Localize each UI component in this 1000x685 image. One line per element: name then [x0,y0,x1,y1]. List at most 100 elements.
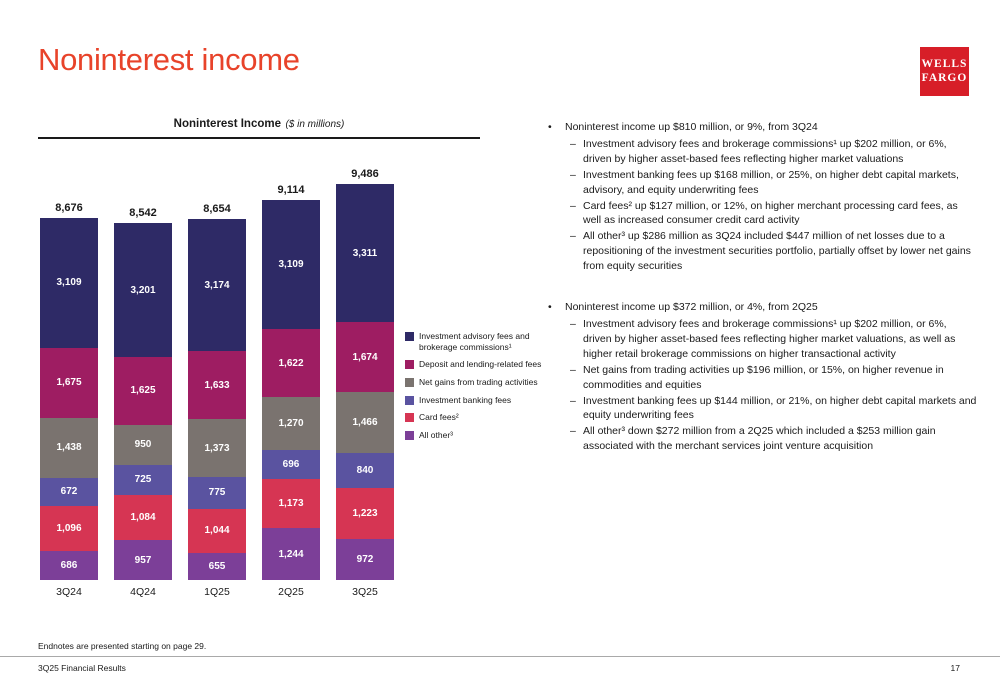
legend-swatch [405,430,414,440]
bar-segment: 1,674 [336,322,394,393]
bar-2Q25: 9,114 3,109 1,622 1,270 696 1,173 1,244 [262,184,320,580]
bar-segment: 3,109 [262,199,320,330]
bar-total-label: 8,542 [129,207,157,220]
bar-segment: 1,096 [40,505,98,552]
bar-segment: 1,223 [336,488,394,540]
legend-item: Investment advisory fees and brokerage c… [405,331,545,352]
chart-legend: Investment advisory fees and brokerage c… [405,331,545,447]
bar-segment: 972 [336,539,394,580]
legend-label: All other³ [419,429,454,440]
bar-segment: 696 [262,450,320,480]
commentary: • Noninterest income up $810 million, or … [545,120,977,455]
bar-segment: 1,270 [262,397,320,451]
sub-bullet-text: Investment advisory fees and brokerage c… [583,317,956,360]
bullet-marker: • [548,121,552,133]
bullet-group: • Noninterest income up $372 million, or … [545,300,977,454]
bar-segment: 1,084 [114,494,172,541]
bar-segment: 1,438 [40,417,98,478]
sub-bullet: – Investment banking fees up $144 million… [545,394,977,424]
page-title: Noninterest income [38,42,300,77]
x-axis-label: 4Q24 [130,586,156,598]
x-axis-label: 2Q25 [278,586,304,598]
sub-bullet-text: Investment banking fees up $144 million,… [583,394,977,422]
legend-swatch [405,413,414,423]
bar-segment: 1,044 [188,509,246,553]
legend-label: Deposit and lending-related fees [419,359,542,370]
legend-swatch [405,360,414,370]
footer-report-name: 3Q25 Financial Results [38,663,126,673]
x-axis-label: 3Q25 [352,586,378,598]
legend-label: Investment advisory fees and brokerage c… [419,331,530,352]
chart-x-axis: 3Q24 4Q24 1Q25 2Q25 3Q25 [38,586,480,602]
bar-segment: 1,625 [114,357,172,425]
bar-segment: 672 [40,477,98,506]
chart-title-note: ($ in millions) [285,119,345,130]
sub-bullet: – Investment banking fees up $168 million… [545,168,977,198]
legend-swatch [405,377,414,387]
bar-segment: 1,622 [262,329,320,398]
dash-marker: – [570,199,576,212]
dash-marker: – [570,168,576,181]
bar-segment: 840 [336,453,394,489]
sub-bullet: – All other³ up $286 million as 3Q24 incl… [545,229,977,274]
legend-swatch [405,395,414,405]
legend-label: Investment banking fees [419,394,512,405]
bar-segment: 3,174 [188,218,246,352]
legend-label: Net gains from trading activities [419,376,538,387]
bullet-marker: • [548,301,552,314]
legend-label: Card fees² [419,412,459,423]
bar-segment: 655 [188,552,246,580]
bar-segment: 1,466 [336,392,394,454]
bar-total-label: 9,114 [277,183,305,196]
bar-segment: 775 [188,476,246,510]
logo-line-2: FARGO [921,71,968,84]
bar-segment: 957 [114,540,172,580]
chart-header: Noninterest Income ($ in millions) [38,114,480,139]
bar-3Q24: 8,676 3,109 1,675 1,438 672 1,096 686 [40,202,98,580]
bar-segment: 725 [114,464,172,495]
sub-bullet-text: Investment banking fees up $168 million,… [583,168,959,196]
bar-segment: 3,311 [336,184,394,323]
sub-bullet: – Investment advisory fees and brokerage … [545,317,977,362]
dash-marker: – [570,137,576,150]
sub-bullet-text: All other³ up $286 million as 3Q24 inclu… [583,230,971,273]
bar-segment: 1,244 [262,528,320,580]
legend-swatch [405,332,414,341]
x-axis-label: 3Q24 [56,586,82,598]
bar-segment: 3,201 [114,223,172,358]
bar-3Q25: 9,486 3,311 1,674 1,466 840 1,223 972 [336,168,394,580]
sub-bullet-text: All other³ down $272 million from a 2Q25… [583,425,936,453]
bar-total-label: 8,654 [203,202,231,215]
chart-plot: 8,676 3,109 1,675 1,438 672 1,096 686 8,542 3,20… [38,140,480,580]
wells-fargo-logo: WELLS FARGO [920,47,969,96]
bar-segment: 950 [114,424,172,465]
bar-segment: 1,675 [40,347,98,418]
bar-1Q25: 8,654 3,174 1,633 1,373 775 1,044 655 [188,203,246,580]
dash-marker: – [570,394,576,407]
dash-marker: – [570,317,576,330]
bullet-group: • Noninterest income up $810 million, or … [545,120,977,274]
footer-divider [0,656,1000,657]
bar-segment: 3,109 [40,217,98,348]
bar-total-label: 9,486 [351,168,379,181]
bar-segment: 686 [40,551,98,580]
bar-4Q24: 8,542 3,201 1,625 950 725 1,084 957 [114,207,172,580]
bar-segment: 1,173 [262,479,320,529]
sub-bullet-text: Card fees² up $127 million, or 12%, on h… [583,199,958,227]
bar-total-label: 8,676 [55,201,83,214]
bar-segment: 1,373 [188,419,246,477]
bullet-heading: • Noninterest income up $810 million, or … [545,120,977,135]
legend-item: Deposit and lending-related fees [405,359,545,370]
bullet-heading: • Noninterest income up $372 million, or … [545,300,977,315]
page-number: 17 [950,663,960,673]
bar-segment: 1,633 [188,351,246,420]
bullet-heading-text: Noninterest income up $810 million, or 9… [565,121,818,133]
legend-item: All other³ [405,430,545,441]
sub-bullet: – Net gains from trading activities up $1… [545,363,977,393]
legend-item: Investment banking fees [405,395,545,406]
dash-marker: – [570,425,576,438]
sub-bullet-text: Investment advisory fees and brokerage c… [583,137,947,165]
sub-bullet-text: Net gains from trading activities up $19… [583,363,944,391]
x-axis-label: 1Q25 [204,586,230,598]
